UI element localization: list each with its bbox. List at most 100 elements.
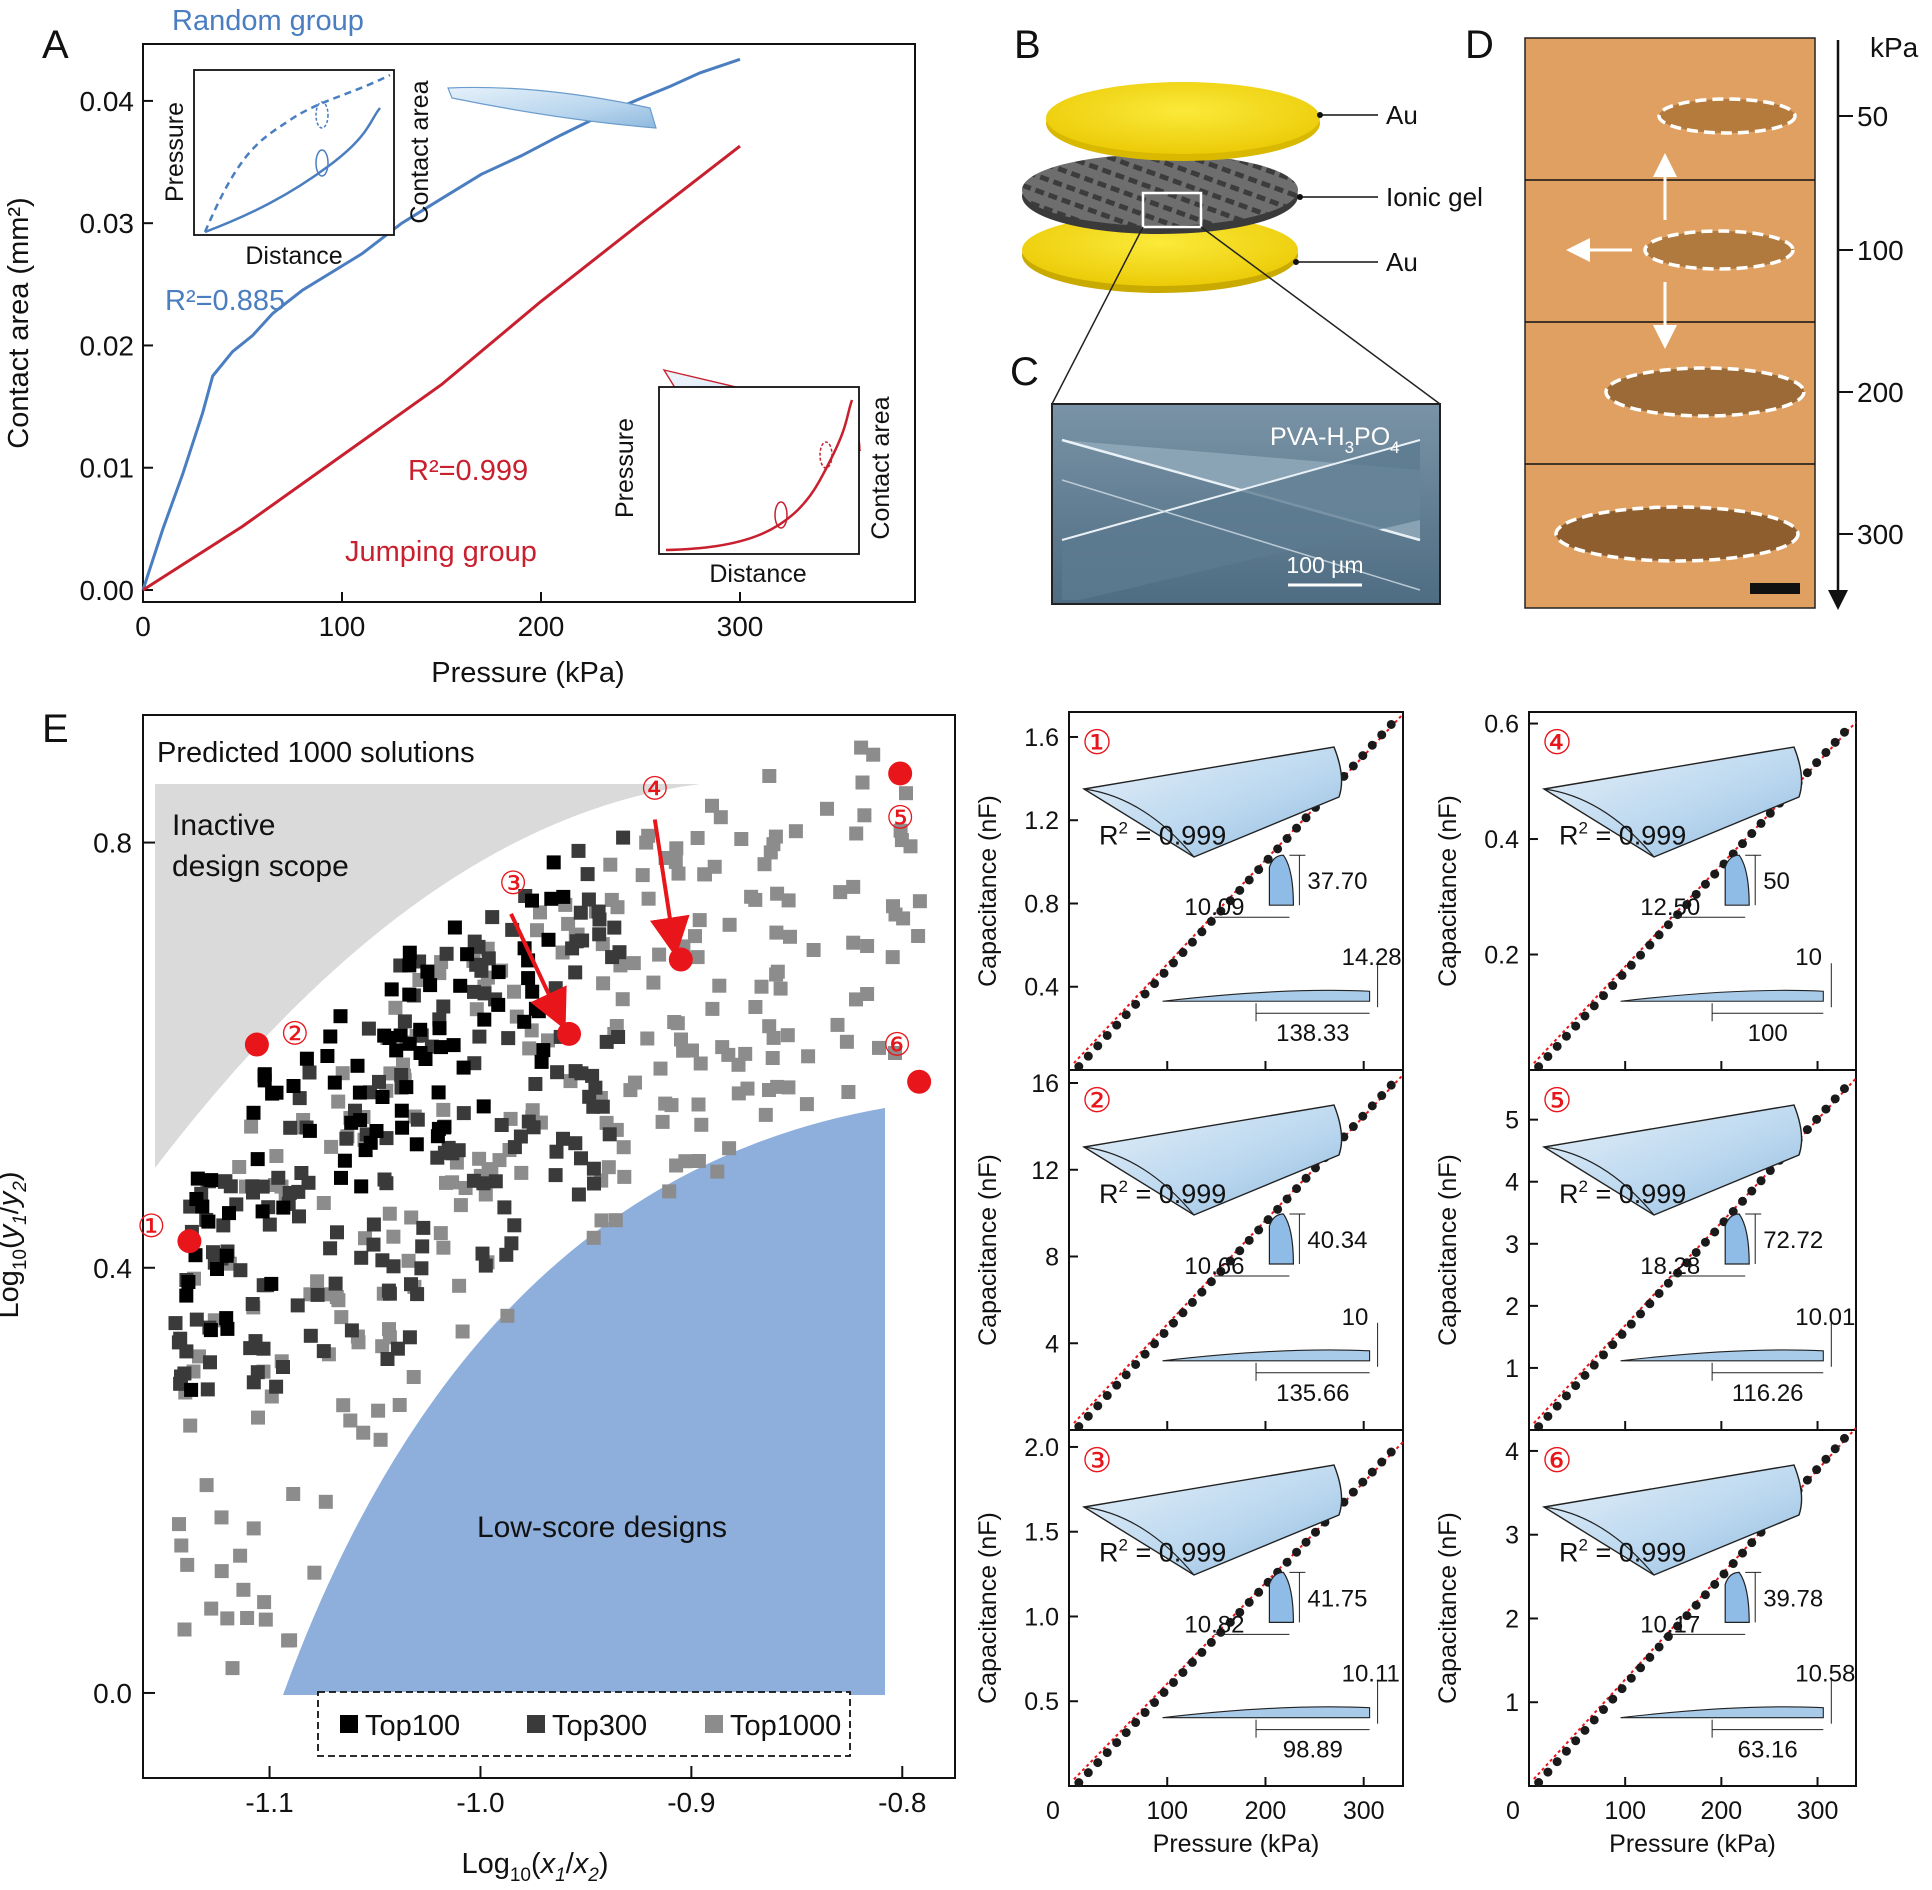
cap-data-point [1617,1684,1627,1694]
top100-point [323,1029,338,1044]
top-au-label: Au [1386,100,1418,130]
cap-data-point [1598,1705,1608,1715]
bottom-au-label: Au [1386,247,1418,277]
cap-data-point [1552,1757,1562,1767]
top1000-point [655,1114,670,1129]
cap-data-point [1654,1642,1664,1652]
panel-a-line-jumping [142,144,741,592]
inactive-label-line1: Inactive [172,809,275,842]
top100-point [546,855,561,870]
cap-data-point [1617,970,1627,980]
top100-point [399,1080,414,1095]
top300-point [189,1312,204,1327]
top1000-point [799,1097,814,1112]
top1000-point [740,1081,755,1096]
cap-wedge-illustration [1082,746,1343,858]
top300-point [339,1131,354,1146]
top1000-point [646,975,661,990]
top1000-point [854,740,869,755]
top300-point [549,1144,564,1159]
cap-data-point [1216,1266,1226,1276]
top1000-point [371,1403,386,1418]
cap-y-tick-label: 12 [1031,1157,1059,1185]
cap-data-point [1377,1457,1387,1467]
cap-data-point [1691,1247,1701,1257]
cap-data-point [1830,1444,1840,1454]
top300-point [602,1127,617,1142]
top1000-point [318,1494,333,1509]
top1000-point [690,831,705,845]
cap-data-point [1719,1569,1729,1579]
top1000-point [251,1410,265,1425]
top300-point [439,946,454,961]
top1000-point [911,929,926,943]
top1000-point [436,1102,451,1117]
top100-point [394,1103,409,1118]
top1000-point [452,1278,467,1293]
jumping-r2-label: R²=0.999 [408,455,528,487]
top100-point [402,987,417,1002]
top100-point [250,1152,265,1167]
top100-point [402,958,417,973]
top1000-point [722,917,737,932]
cap-data-point [1839,727,1849,737]
top300-point [478,1258,493,1273]
top300-point [394,1068,409,1082]
top100-point [541,932,556,947]
top1000-point [757,857,772,872]
panel-c: C PVA-H3PO4 100 µm [1010,350,1441,605]
top300-point [366,1237,381,1252]
bottom-electrode [1022,214,1298,286]
top300-point [250,1365,265,1380]
top1000-point [664,1098,679,1113]
top300-point [200,1382,215,1397]
cap-data-point [1691,889,1701,899]
cap-data-point [1747,829,1757,839]
cap-fit-line [1073,1074,1404,1424]
cap-cross-section [1268,1213,1295,1265]
panel-a-x-axis-label: Pressure (kPa) [431,657,624,689]
top1000-point [846,879,861,894]
cap-cross-section [1724,854,1750,906]
panel-a-plot-frame [142,43,916,603]
cap-cross-section [1268,1571,1295,1623]
top1000-point [669,1158,684,1173]
random-r2-label: R²=0.885 [165,285,285,317]
top1000-point [691,1097,706,1112]
top1000-point [788,824,803,839]
cap-data-point [1598,991,1608,1001]
panel-e-x-tick-label: -1.0 [456,1787,504,1818]
cap-data-point [1254,1587,1264,1597]
panel-e-title: Predicted 1000 solutions [157,737,475,769]
cap-y-tick-label: 8 [1045,1244,1059,1272]
cap-origin-label: 0 [1046,1797,1060,1825]
top1000-point [710,1164,725,1179]
top1000-point [225,1661,240,1676]
top1000-point [833,885,848,900]
top100-point [354,1179,369,1194]
capacitance-plot-e2: 4 8 12 16 Capacitance (nF) ② R2 = 0.999 40.34 10… [974,1069,1404,1432]
top1000-point [525,1103,540,1118]
cap-data-point [1663,920,1673,930]
top300-point [476,1176,491,1191]
cap-y-tick-label: 0.6 [1484,711,1519,739]
cap-data-point [1571,1736,1581,1746]
cap-dim-height: 50 [1763,868,1790,895]
inset-jumping: Distance Pressure Contact area [611,386,895,588]
cap-y-tick-label: 0.4 [1024,974,1059,1002]
top1000-point [667,1015,682,1029]
panel-letter-a: A [42,23,69,67]
top100-point [184,1382,199,1397]
top300-point [612,945,627,960]
capacitance-plot-e3: 0.5 1.0 1.5 2.0 100 200 300 0 Pressure (kPa) Capa… [974,1429,1404,1858]
cap-data-point [1310,1527,1320,1537]
top1000-point [608,1213,623,1228]
inset-random-y2-label: Contact area [406,80,434,223]
top100-point [432,1021,447,1036]
top300-point [173,1331,188,1346]
panel-a-ticks: 0 100 200 300 0.00 0.01 0.02 0.03 0.04 [80,86,764,642]
cap-plot-label: ⑥ [1542,1442,1572,1480]
sem-scale-bar-label: 100 µm [1286,552,1363,578]
cap-data-point [1728,1559,1738,1569]
inset-random-x-label: Distance [245,242,342,270]
